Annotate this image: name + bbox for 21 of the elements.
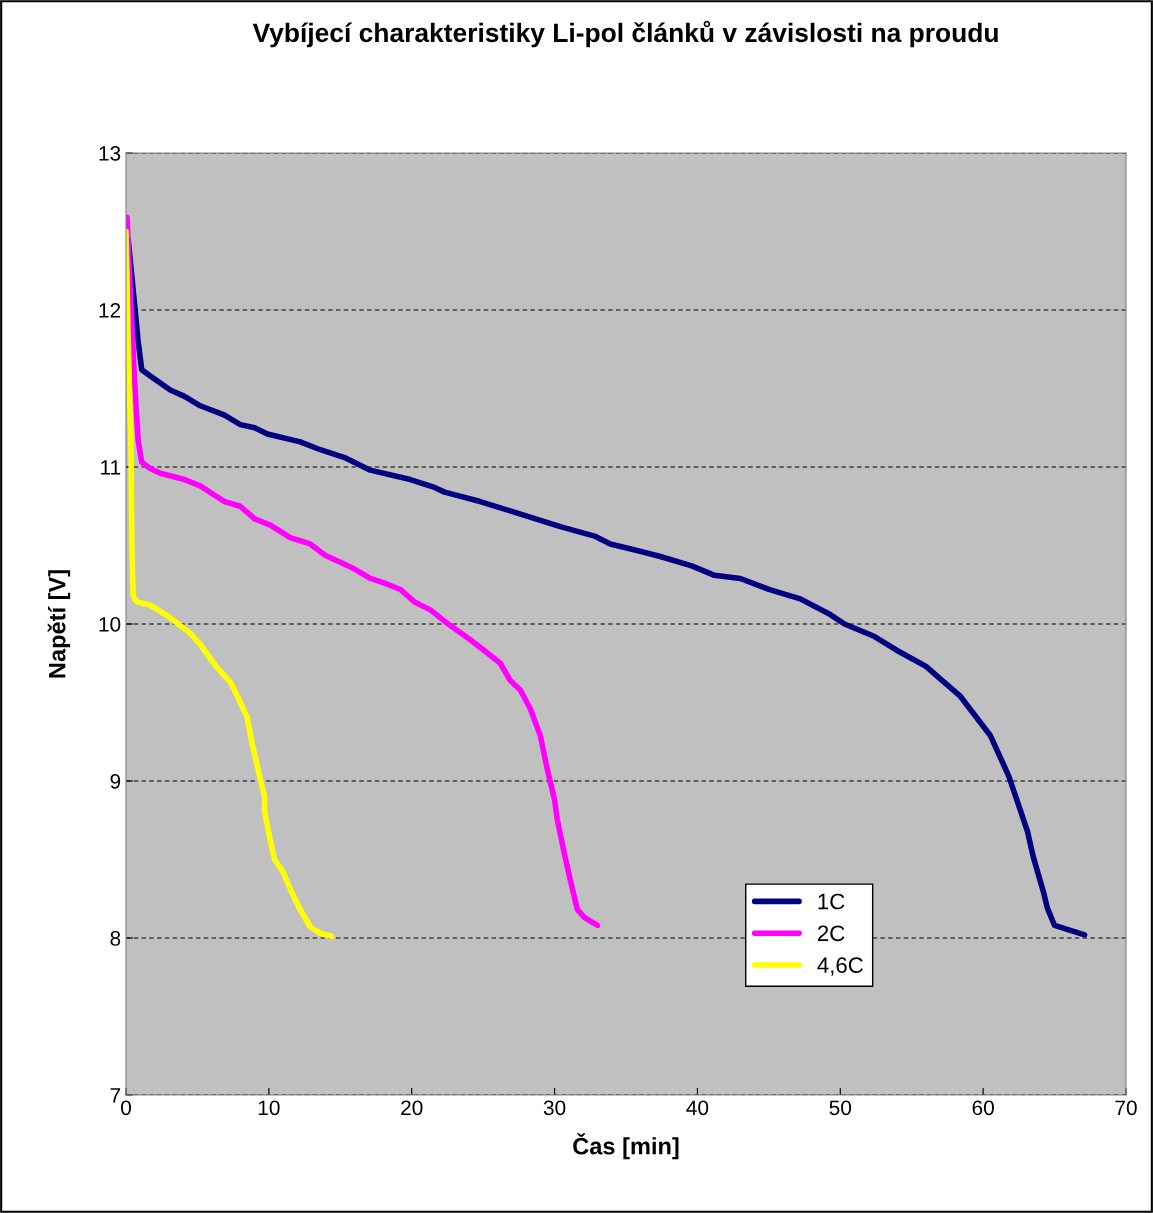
x-tick-label: 60 xyxy=(972,1100,994,1116)
x-axis-title: Čas [min] xyxy=(573,1133,679,1160)
y-tick-label: 13 xyxy=(99,146,121,161)
y-tick-label: 9 xyxy=(110,774,121,789)
legend-label: 1C xyxy=(818,893,845,910)
x-tick-label: 70 xyxy=(1115,1100,1137,1116)
x-tick-label: 40 xyxy=(686,1100,709,1116)
x-tick-label: 30 xyxy=(543,1100,566,1116)
x-tick-label: 0 xyxy=(121,1100,131,1116)
legend-label: 2C xyxy=(817,925,845,942)
y-tick-label: 11 xyxy=(101,460,121,475)
y-tick-label: 7 xyxy=(110,1088,121,1103)
x-tick-label: 20 xyxy=(401,1100,423,1116)
y-tick-label: 10 xyxy=(99,617,121,632)
legend-label: 4,6C xyxy=(817,957,863,976)
y-tick-label: 12 xyxy=(99,303,121,318)
x-tick-label: 10 xyxy=(258,1100,280,1116)
y-tick-label: 8 xyxy=(110,931,121,946)
x-tick-label: 50 xyxy=(829,1100,852,1116)
chart-title: Vybíjecí charakteristiky Li-pol článků v závislosti na proudu xyxy=(252,20,998,48)
y-axis-title: Napětí [V] xyxy=(47,570,71,678)
